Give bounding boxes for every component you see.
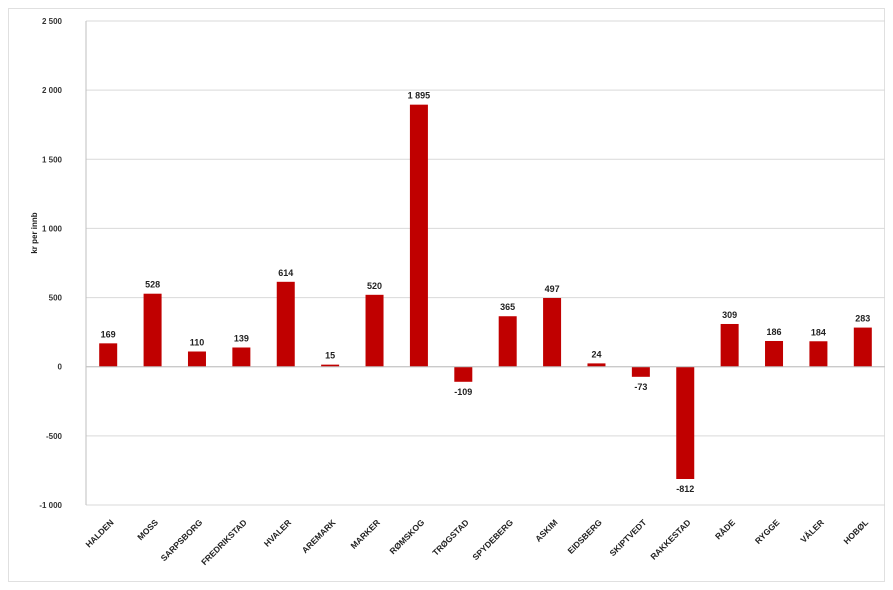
- data-label: 614: [278, 268, 293, 278]
- data-label: 139: [234, 333, 249, 343]
- data-label: 283: [855, 314, 870, 324]
- bar: [99, 343, 118, 367]
- bar: [631, 366, 650, 377]
- x-tick-label: RYGGE: [753, 517, 782, 546]
- y-tick-label: 1 000: [42, 224, 63, 233]
- bar: [765, 340, 784, 367]
- data-label: 110: [190, 338, 205, 348]
- y-tick-label: 0: [58, 363, 63, 372]
- x-tick-label: MOSS: [135, 517, 160, 542]
- bar: [187, 351, 206, 367]
- data-label: 169: [101, 329, 116, 339]
- data-label: 1 895: [408, 91, 431, 101]
- data-label: 365: [500, 302, 515, 312]
- y-tick-label: -1 000: [39, 501, 62, 510]
- x-tick-label: ASKIM: [533, 517, 559, 543]
- bar: [809, 341, 828, 367]
- x-tick-label: RØMSKOG: [388, 517, 427, 556]
- data-label: -812: [676, 484, 694, 494]
- x-tick-label: AREMARK: [300, 517, 338, 555]
- x-tick-label: HOBØL: [841, 517, 870, 546]
- y-tick-label: -500: [46, 432, 63, 441]
- x-tick-label: SPYDEBERG: [470, 517, 515, 562]
- y-tick-label: 500: [49, 294, 63, 303]
- y-tick-label: 2 000: [42, 86, 63, 95]
- x-tick-label: RÅDE: [713, 517, 737, 541]
- x-tick-label: HVALER: [262, 517, 293, 548]
- bar: [365, 294, 384, 367]
- x-tick-label: VÅLER: [798, 517, 825, 544]
- data-label: -73: [634, 382, 647, 392]
- bar: [498, 316, 517, 367]
- bar: [676, 366, 695, 480]
- bar: [853, 327, 872, 367]
- bar: [276, 281, 295, 367]
- y-tick-label: 1 500: [42, 155, 63, 164]
- bar: [720, 323, 739, 367]
- bar: [321, 364, 340, 367]
- data-label: 497: [545, 284, 560, 294]
- x-tick-label: HALDEN: [83, 517, 115, 549]
- data-label: 24: [591, 349, 601, 359]
- data-label: 186: [767, 327, 782, 337]
- data-label: 184: [811, 327, 826, 337]
- x-tick-label: MARKER: [348, 517, 381, 550]
- x-tick-label: FREDRIKSTAD: [199, 517, 249, 567]
- data-label: 520: [367, 281, 382, 291]
- data-label: -109: [454, 387, 472, 397]
- bar: [232, 347, 251, 367]
- data-label: 528: [145, 280, 160, 290]
- x-tick-label: SARPSBORG: [159, 517, 205, 563]
- y-axis-label: kr per innb: [30, 212, 39, 253]
- bar: [409, 104, 428, 367]
- data-label: 15: [325, 351, 335, 361]
- x-tick-label: SKIPTVEDT: [607, 517, 648, 558]
- data-label: 309: [722, 310, 737, 320]
- bar: [587, 363, 606, 367]
- x-tick-label: EIDSBERG: [565, 517, 604, 556]
- x-tick-label: RAKKESTAD: [648, 517, 692, 561]
- bar: [543, 297, 562, 367]
- x-tick-label: TRØGSTAD: [430, 517, 470, 557]
- bar: [454, 366, 473, 382]
- y-tick-label: 2 500: [42, 17, 63, 26]
- bar: [143, 293, 162, 367]
